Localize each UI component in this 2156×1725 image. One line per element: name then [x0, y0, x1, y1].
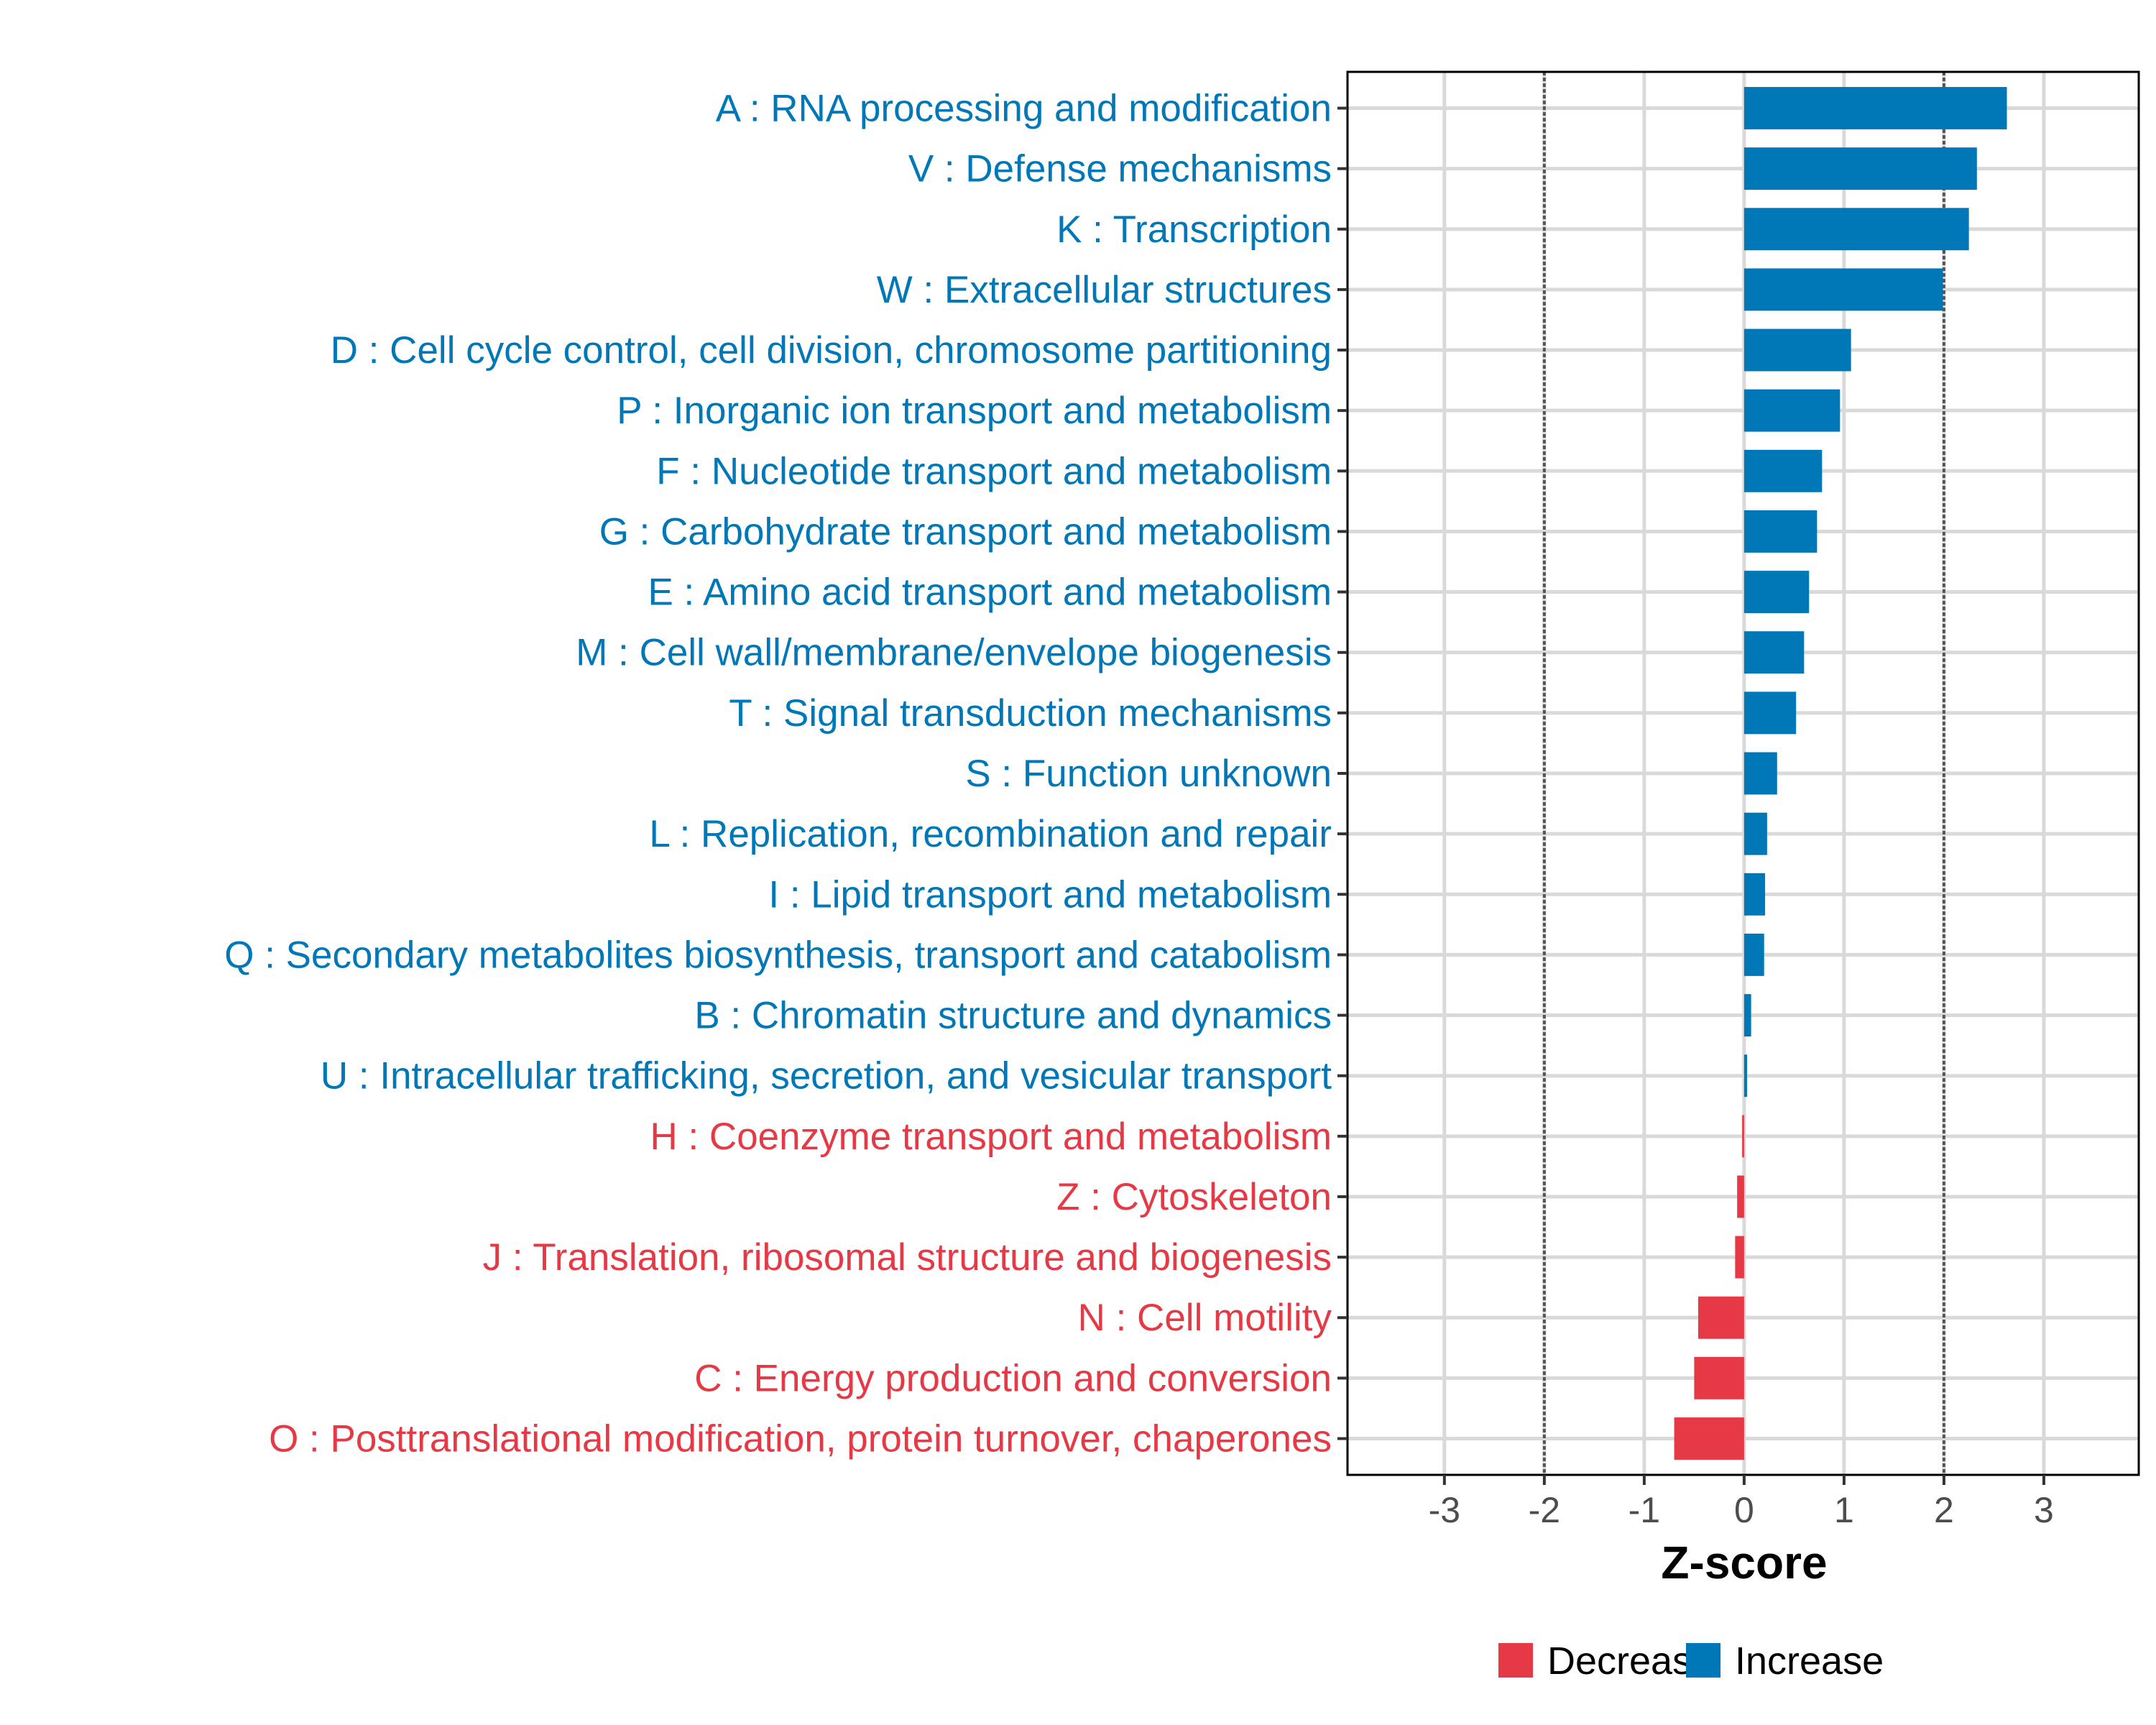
y-axis-label: N : Cell motility [1078, 1297, 1332, 1339]
legend-label-decrease: Decrease [1547, 1639, 1713, 1683]
y-axis-label: A : RNA processing and modification [716, 87, 1332, 129]
bar [1743, 571, 1810, 614]
y-axis-label: M : Cell wall/membrane/envelope biogenes… [576, 632, 1332, 674]
bar [1743, 510, 1818, 553]
bar [1694, 1356, 1744, 1399]
bar [1743, 87, 2007, 129]
y-axis-label: W : Extracellular structures [877, 269, 1332, 311]
y-axis-label: H : Coenzyme transport and metabolism [650, 1116, 1332, 1158]
bar [1743, 631, 1805, 674]
legend-swatch-increase [1686, 1643, 1720, 1678]
bar [1743, 328, 1851, 372]
y-axis-label: S : Function unknown [965, 753, 1332, 795]
y-axis-label: J : Translation, ribosomal structure and… [483, 1236, 1332, 1279]
bar [1735, 1236, 1744, 1279]
bar [1743, 1054, 1748, 1098]
x-tick-label: 3 [2034, 1490, 2054, 1530]
bar [1743, 147, 1977, 190]
bar [1743, 389, 1841, 432]
x-tick-label: -3 [1429, 1490, 1460, 1530]
y-axis-label: E : Amino acid transport and metabolism [648, 571, 1332, 614]
y-axis-label: U : Intracellular trafficking, secretion… [321, 1055, 1332, 1098]
y-axis-label: Q : Secondary metabolites biosynthesis, … [224, 934, 1332, 976]
bars [1674, 87, 2007, 1460]
x-axis-labels: -3 -2 -1 0 1 2 3 [1429, 1490, 2054, 1530]
bar [1743, 812, 1767, 855]
y-axis-label: Z : Cytoskeleton [1056, 1176, 1332, 1218]
y-axis-label: C : Energy production and conversion [694, 1357, 1332, 1399]
reference-lines [1542, 72, 1945, 1475]
bar [1674, 1417, 1744, 1460]
x-tick-label: 2 [1934, 1490, 1954, 1530]
y-axis-label: I : Lipid transport and metabolism [768, 873, 1332, 916]
y-axis-label: L : Replication, recombination and repai… [649, 813, 1332, 855]
x-tick-label: -2 [1529, 1490, 1560, 1530]
y-axis-label: F : Nucleotide transport and metabolism [656, 450, 1332, 492]
legend-label-increase: Increase [1735, 1639, 1884, 1683]
x-axis-title: Z-score [1661, 1537, 1827, 1588]
bar [1743, 994, 1751, 1036]
x-tick-label: 0 [1734, 1490, 1754, 1530]
bar [1743, 691, 1797, 735]
y-axis-label: B : Chromatin structure and dynamics [694, 995, 1332, 1037]
y-axis-label: K : Transcription [1056, 208, 1332, 251]
y-axis-label: O : Posttranslational modification, prot… [269, 1418, 1332, 1460]
bar [1742, 1115, 1744, 1158]
legend: Decrease Increase [1498, 1639, 1884, 1683]
x-tick-label: -1 [1628, 1490, 1660, 1530]
bar [1737, 1175, 1744, 1218]
bar [1743, 933, 1764, 976]
x-axis-ticks [1442, 1475, 2045, 1485]
bar [1743, 449, 1823, 492]
bar [1743, 752, 1777, 795]
bar [1743, 268, 1943, 311]
y-axis-labels: A : RNA processing and modification V : D… [224, 87, 1332, 1460]
bar [1743, 208, 1969, 251]
x-tick-label: 1 [1834, 1490, 1854, 1530]
y-axis-label: T : Signal transduction mechanisms [729, 692, 1332, 735]
bar [1743, 873, 1766, 916]
bar [1697, 1296, 1744, 1339]
y-axis-label: P : Inorganic ion transport and metaboli… [617, 390, 1332, 432]
y-axis-label: G : Carbohydrate transport and metabolis… [599, 510, 1332, 553]
y-axis-ticks [1337, 106, 1348, 1440]
y-axis-label: V : Defense mechanisms [908, 148, 1332, 190]
y-axis-label: D : Cell cycle control, cell division, c… [331, 329, 1332, 372]
legend-swatch-decrease [1498, 1643, 1533, 1678]
